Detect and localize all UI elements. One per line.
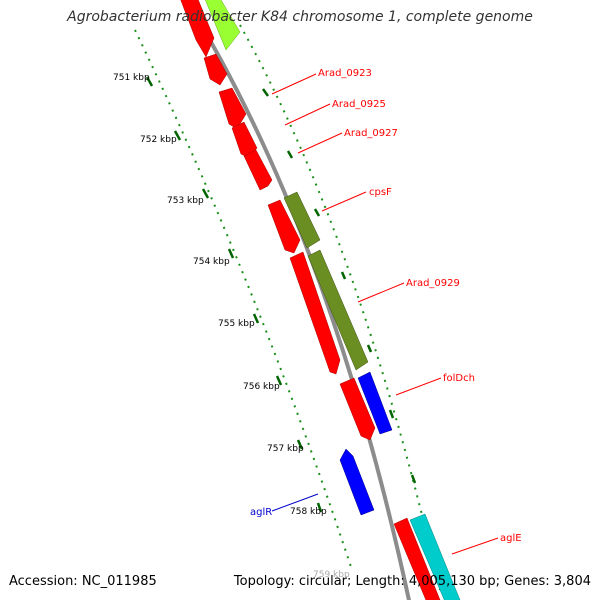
gene-feature-red[interactable] xyxy=(203,53,228,86)
outer-tick-ring xyxy=(239,24,441,591)
tick-mark xyxy=(388,409,395,419)
gene-feature-lightgreen[interactable] xyxy=(202,0,241,51)
kbp-tick-labels: 751 kbp 752 kbp 753 kbp 754 kbp 755 kbp … xyxy=(113,73,350,580)
inner-tick-ring xyxy=(134,29,353,571)
gene-label[interactable]: aglR xyxy=(250,507,272,518)
tick-label: 757 kbp xyxy=(267,444,304,454)
gene-label[interactable]: Arad_0925 xyxy=(332,99,386,110)
gene-label[interactable]: cpsF xyxy=(369,187,392,198)
gene-feature-olive[interactable] xyxy=(307,249,369,371)
leader-line xyxy=(271,493,319,512)
tick-mark xyxy=(296,439,304,450)
tick-label: 754 kbp xyxy=(193,257,230,267)
tick-mark xyxy=(275,375,283,386)
leader-line xyxy=(321,191,367,212)
leader-line xyxy=(357,282,405,303)
gene-feature-olive[interactable] xyxy=(283,191,321,249)
gene-feature-red[interactable] xyxy=(180,0,215,58)
tick-label: 759 kbp xyxy=(313,570,350,580)
accession-text: Accession: NC_011985 xyxy=(9,574,157,589)
tick-mark xyxy=(286,150,294,159)
gene-feature-cyan[interactable] xyxy=(409,513,461,600)
gene-label[interactable]: Arad_0929 xyxy=(406,278,460,289)
gene-feature-red[interactable] xyxy=(267,199,301,254)
tick-mark xyxy=(316,502,323,513)
leader-line xyxy=(284,103,331,126)
tick-mark xyxy=(366,344,373,353)
tick-mark xyxy=(340,271,347,280)
gene-feature-red[interactable] xyxy=(339,377,376,441)
tick-label: 755 kbp xyxy=(218,319,255,329)
leader-line xyxy=(271,73,317,95)
gene-label[interactable]: Arad_0923 xyxy=(318,68,372,79)
gene-features xyxy=(180,0,461,600)
tick-label: 758 kbp xyxy=(290,507,327,517)
tick-mark xyxy=(410,474,417,484)
leader-line xyxy=(395,377,442,396)
gene-feature-red[interactable] xyxy=(393,517,441,600)
gene-feature-red[interactable] xyxy=(289,251,341,375)
leader-line xyxy=(451,537,499,555)
inner-major-ticks xyxy=(145,76,323,513)
genome-summary-text: Topology: circular; Length: 4,005,130 bp… xyxy=(233,574,591,589)
gene-feature-blue[interactable] xyxy=(339,448,375,516)
map-title: Agrobacterium radiobacter K84 chromosome… xyxy=(67,9,533,25)
tick-mark xyxy=(201,188,210,199)
tick-mark xyxy=(227,248,235,259)
gene-feature-blue[interactable] xyxy=(357,371,393,435)
tick-label: 751 kbp xyxy=(113,73,150,83)
gene-label[interactable]: aglE xyxy=(500,533,522,544)
tick-label: 753 kbp xyxy=(167,196,204,206)
tick-mark xyxy=(261,88,270,97)
tick-mark xyxy=(145,76,154,87)
tick-mark xyxy=(252,313,260,324)
leader-line xyxy=(297,132,343,154)
gene-labels: Arad_0923 Arad_0925 Arad_0927 cpsF Arad_… xyxy=(250,68,522,544)
gene-feature-red[interactable] xyxy=(243,149,273,191)
tick-label: 752 kbp xyxy=(140,135,177,145)
gene-label[interactable]: folDch xyxy=(443,373,475,384)
tick-label: 756 kbp xyxy=(243,382,280,392)
tick-mark xyxy=(173,130,182,141)
gene-feature-red[interactable] xyxy=(218,87,247,130)
gene-label-leaders xyxy=(271,73,499,555)
tick-mark xyxy=(313,208,321,217)
gene-label[interactable]: Arad_0927 xyxy=(344,128,398,139)
